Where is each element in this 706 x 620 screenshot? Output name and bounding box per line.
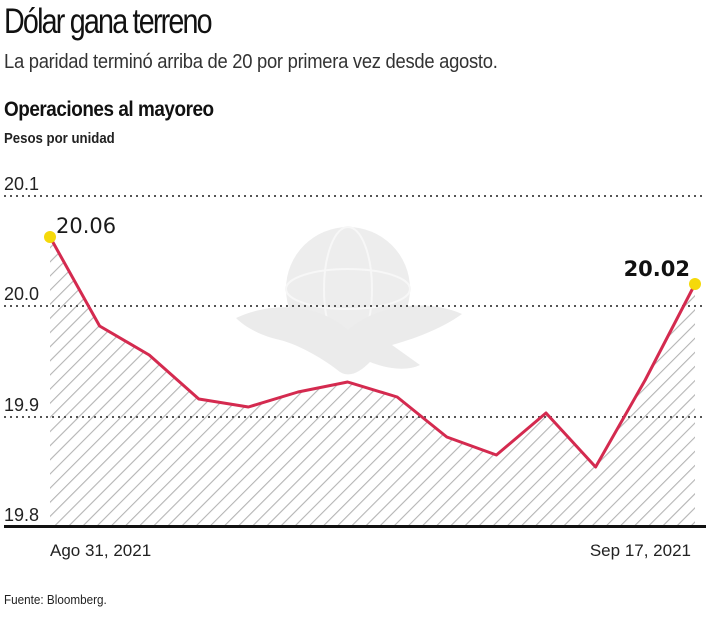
data-line [48, 236, 697, 469]
x-label-start: Ago 31, 2021 [50, 541, 151, 560]
area-fill [50, 237, 695, 526]
headline: Dólar gana terreno [4, 2, 213, 41]
y-tick-19-8: 19.8 [4, 505, 39, 525]
end-value-label: 20.02 [624, 257, 690, 281]
source-note: Fuente: Bloomberg. [4, 592, 107, 607]
y-tick-19-9: 19.9 [4, 395, 39, 415]
chart-title: Operaciones al mayoreo [4, 98, 214, 121]
y-tick-20-0: 20.0 [4, 284, 39, 304]
start-value-label: 20.06 [56, 214, 116, 238]
start-point-marker [44, 231, 56, 243]
subheadline: La paridad terminó arriba de 20 por prim… [4, 51, 498, 73]
y-tick-20-1: 20.1 [4, 174, 39, 194]
watermark-globe-eagle-icon [236, 226, 462, 375]
x-label-end: Sep 17, 2021 [590, 541, 691, 560]
chart-unit-label: Pesos por unidad [4, 130, 115, 147]
end-point-marker [689, 278, 701, 290]
